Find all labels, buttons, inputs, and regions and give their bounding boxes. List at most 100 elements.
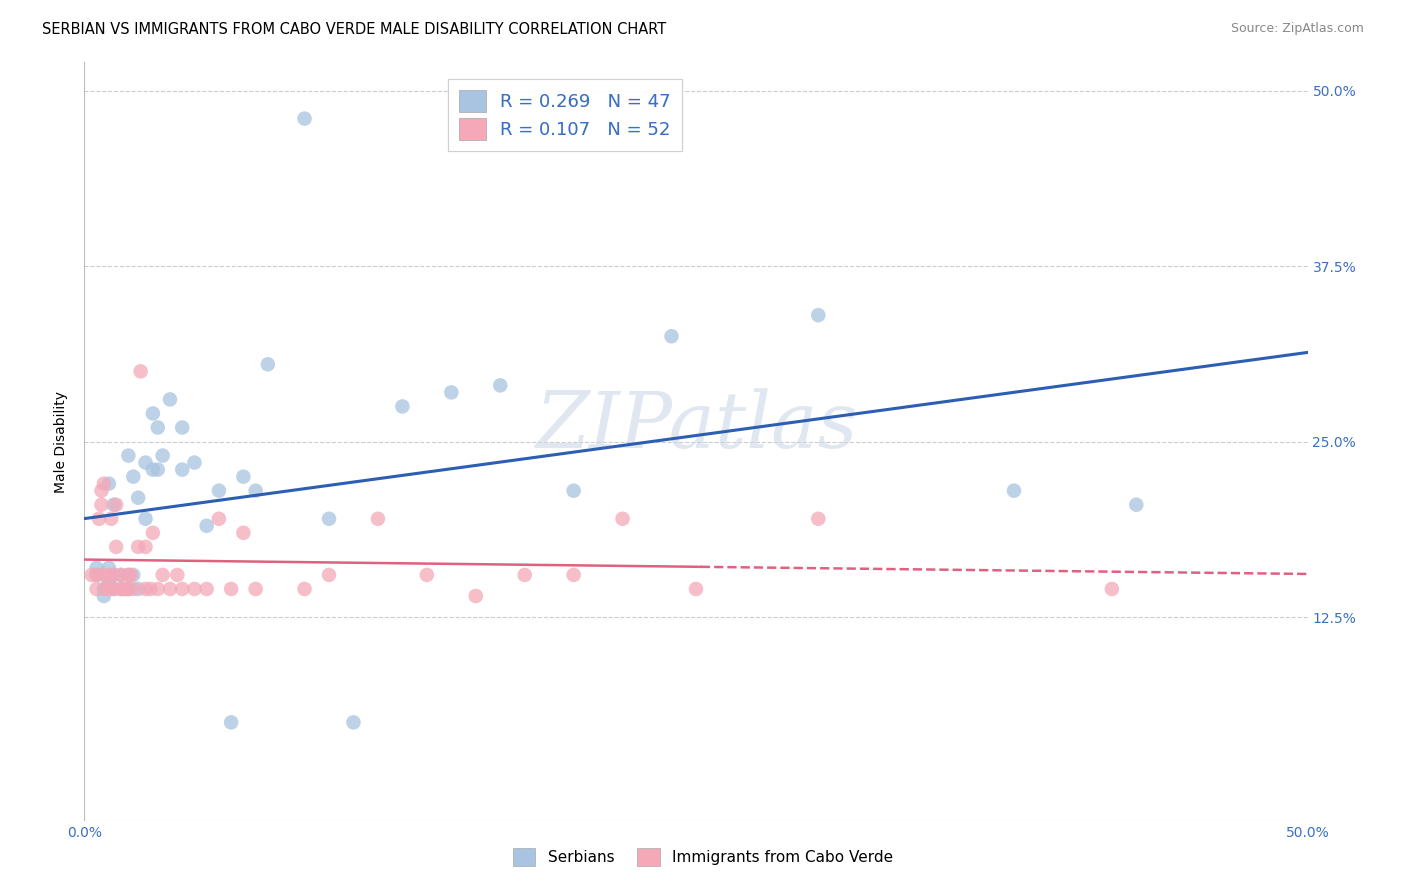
Point	[90, 483, 112, 498]
Point	[86, 568, 108, 582]
Point	[122, 568, 145, 582]
Point	[110, 582, 132, 596]
Point	[87, 512, 110, 526]
Point	[172, 462, 194, 476]
Legend: Serbians, Immigrants from Cabo Verde: Serbians, Immigrants from Cabo Verde	[503, 838, 903, 875]
Y-axis label: Male Disability: Male Disability	[55, 391, 69, 492]
Point	[562, 568, 585, 582]
Point	[172, 420, 194, 434]
Point	[342, 715, 364, 730]
Point	[105, 540, 128, 554]
Point	[208, 483, 231, 498]
Point	[86, 568, 108, 582]
Point	[103, 582, 125, 596]
Point	[115, 582, 138, 596]
Point	[159, 392, 181, 407]
Point	[117, 582, 139, 596]
Point	[142, 407, 165, 421]
Point	[183, 456, 205, 470]
Point	[219, 582, 242, 596]
Point	[245, 483, 267, 498]
Point	[208, 512, 231, 526]
Point	[117, 582, 139, 596]
Point	[562, 483, 585, 498]
Point	[195, 518, 218, 533]
Point	[90, 498, 112, 512]
Point	[661, 329, 683, 343]
Point	[103, 568, 125, 582]
Legend: R = 0.269   N = 47, R = 0.107   N = 52: R = 0.269 N = 47, R = 0.107 N = 52	[449, 79, 682, 151]
Point	[135, 512, 157, 526]
Point	[122, 469, 145, 483]
Point	[245, 582, 267, 596]
Point	[110, 568, 132, 582]
Point	[464, 589, 486, 603]
Point	[103, 582, 125, 596]
Point	[122, 582, 145, 596]
Point	[100, 512, 122, 526]
Point	[146, 462, 169, 476]
Point	[685, 582, 707, 596]
Point	[93, 589, 115, 603]
Point	[416, 568, 439, 582]
Point	[129, 364, 152, 378]
Point	[152, 449, 174, 463]
Point	[110, 568, 132, 582]
Point	[257, 357, 280, 371]
Point	[142, 462, 165, 476]
Point	[318, 568, 340, 582]
Point	[152, 568, 174, 582]
Point	[93, 476, 115, 491]
Point	[80, 568, 103, 582]
Point	[117, 568, 139, 582]
Point	[166, 568, 188, 582]
Point	[112, 582, 135, 596]
Point	[146, 420, 169, 434]
Text: ZIPatlas: ZIPatlas	[534, 388, 858, 465]
Point	[807, 308, 830, 322]
Point	[159, 582, 181, 596]
Point	[86, 561, 108, 575]
Text: Source: ZipAtlas.com: Source: ZipAtlas.com	[1230, 22, 1364, 36]
Point	[391, 400, 413, 414]
Point	[183, 582, 205, 596]
Point	[96, 582, 118, 596]
Point	[612, 512, 634, 526]
Point	[219, 715, 242, 730]
Point	[97, 568, 120, 582]
Point	[97, 561, 120, 575]
Point	[367, 512, 389, 526]
Point	[807, 512, 830, 526]
Point	[1002, 483, 1025, 498]
Point	[110, 582, 132, 596]
Point	[195, 582, 218, 596]
Point	[139, 582, 162, 596]
Point	[97, 476, 120, 491]
Text: SERBIAN VS IMMIGRANTS FROM CABO VERDE MALE DISABILITY CORRELATION CHART: SERBIAN VS IMMIGRANTS FROM CABO VERDE MA…	[42, 22, 666, 37]
Point	[127, 491, 149, 505]
Point	[117, 449, 139, 463]
Point	[489, 378, 512, 392]
Point	[117, 568, 139, 582]
Point	[294, 112, 316, 126]
Point	[1101, 582, 1123, 596]
Point	[232, 469, 254, 483]
Point	[146, 582, 169, 596]
Point	[294, 582, 316, 596]
Point	[135, 540, 157, 554]
Point	[135, 582, 157, 596]
Point	[172, 582, 194, 596]
Point	[142, 525, 165, 540]
Point	[97, 574, 120, 589]
Point	[440, 385, 463, 400]
Point	[93, 568, 115, 582]
Point	[103, 498, 125, 512]
Point	[318, 512, 340, 526]
Point	[127, 540, 149, 554]
Point	[93, 582, 115, 596]
Point	[127, 582, 149, 596]
Point	[232, 525, 254, 540]
Point	[97, 582, 120, 596]
Point	[513, 568, 536, 582]
Point	[120, 568, 142, 582]
